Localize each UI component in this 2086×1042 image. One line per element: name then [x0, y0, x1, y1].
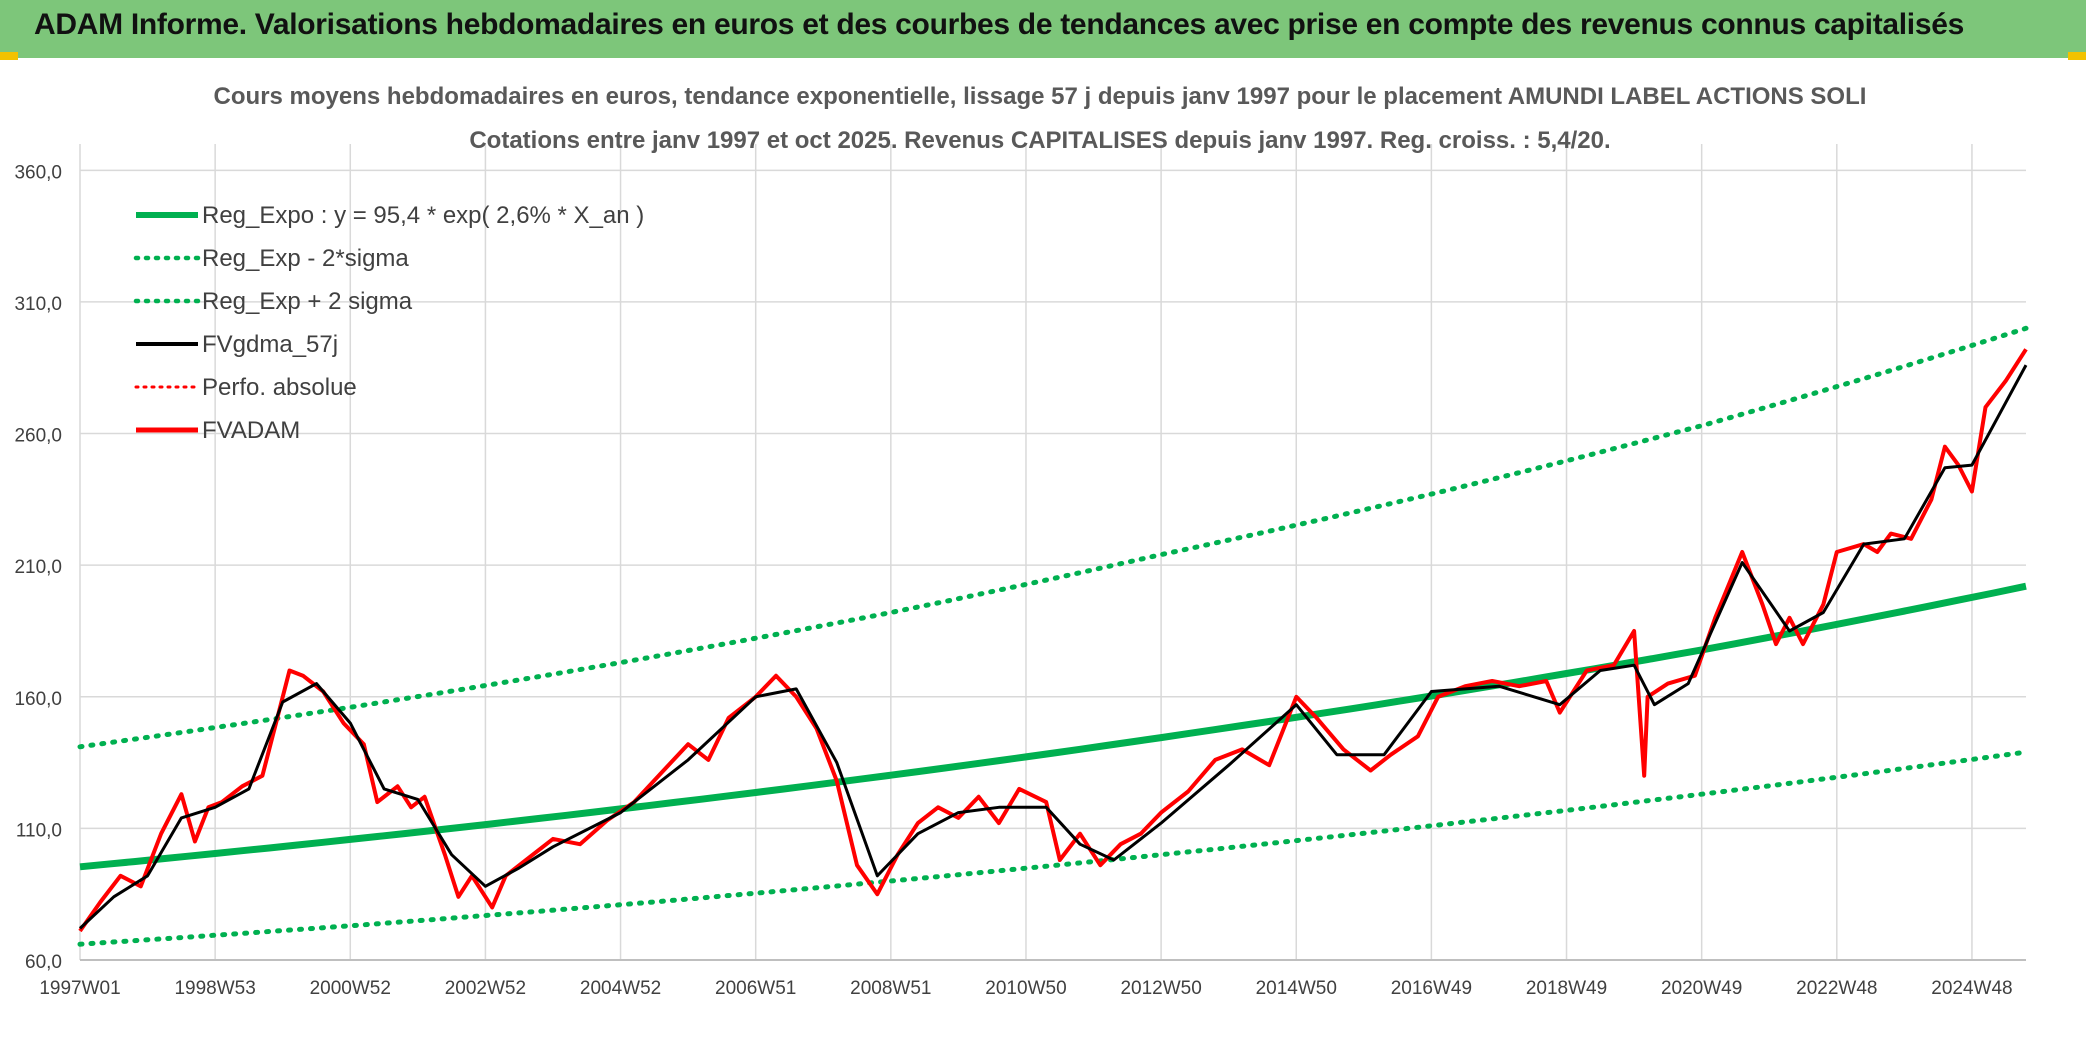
y-tick-label: 360,0 [14, 162, 62, 183]
report-title: ADAM Informe. Valorisations hebdomadaire… [34, 8, 1965, 41]
chart-subtitle: Cotations entre janv 1997 et oct 2025. R… [469, 127, 1610, 154]
y-tick-label: 310,0 [14, 294, 62, 315]
y-tick-label: 60,0 [25, 952, 62, 973]
y-tick-label: 260,0 [14, 426, 62, 447]
grid-lines [79, 144, 2026, 961]
chart-legend: Reg_Expo : y = 95,4 * exp( 2,6% * X_an )… [133, 202, 644, 444]
x-tick-label: 2018W49 [1526, 978, 1607, 999]
corner-accent-left [0, 52, 18, 60]
series-reg-minus-2sigma [77, 749, 2029, 947]
x-tick-label: 2024W48 [1931, 978, 2012, 999]
x-tick-label: 2020W49 [1661, 978, 1742, 999]
x-tick-label: 2008W51 [850, 978, 931, 999]
x-tick-label: 2006W51 [715, 978, 796, 999]
series-lines [77, 325, 2029, 947]
series-fvadam [78, 348, 2028, 933]
x-tick-label: 1997W01 [39, 978, 120, 999]
legend-label: FVADAM [202, 417, 300, 444]
y-tick-label: 110,0 [16, 820, 62, 841]
chart-area: 60,0 110,0 160,0 210,0 260,0 310,0 360,0 1997W… [0, 58, 2086, 1037]
chart-title: Cours moyens hebdomadaires en euros, ten… [214, 83, 1867, 110]
x-tick-label: 1998W53 [174, 978, 255, 999]
y-axis-ticks: 60,0 110,0 160,0 210,0 260,0 310,0 360,0 [14, 162, 62, 973]
line-chart: 60,0 110,0 160,0 210,0 260,0 310,0 360,0 1997W… [14, 83, 2029, 999]
legend-label: Reg_Exp + 2 sigma [202, 288, 413, 315]
series-fvgdma [78, 364, 2028, 930]
legend-label: Perfo. absolue [202, 374, 357, 401]
report-header: ADAM Informe. Valorisations hebdomadaire… [0, 0, 2086, 58]
y-tick-label: 160,0 [14, 689, 62, 710]
series-reg-plus-2sigma [77, 325, 2029, 750]
x-tick-label: 2014W50 [1256, 978, 1337, 999]
x-tick-label: 2022W48 [1796, 978, 1877, 999]
x-axis-ticks: 1997W01 1998W53 2000W52 2002W52 2004W52 2006W… [39, 978, 2012, 999]
legend-label: Reg_Expo : y = 95,4 * exp( 2,6% * X_an ) [202, 202, 644, 229]
x-tick-label: 2012W50 [1120, 978, 1201, 999]
x-tick-label: 2002W52 [445, 978, 526, 999]
x-tick-label: 2004W52 [580, 978, 661, 999]
series-reg-expo [79, 582, 2027, 871]
legend-label: Reg_Exp - 2*sigma [202, 245, 409, 272]
x-tick-label: 2016W49 [1391, 978, 1472, 999]
y-tick-label: 210,0 [14, 557, 62, 578]
corner-accent-right [2068, 52, 2086, 60]
legend-label: FVgdma_57j [202, 331, 338, 358]
x-tick-label: 2010W50 [985, 978, 1066, 999]
x-tick-label: 2000W52 [310, 978, 391, 999]
